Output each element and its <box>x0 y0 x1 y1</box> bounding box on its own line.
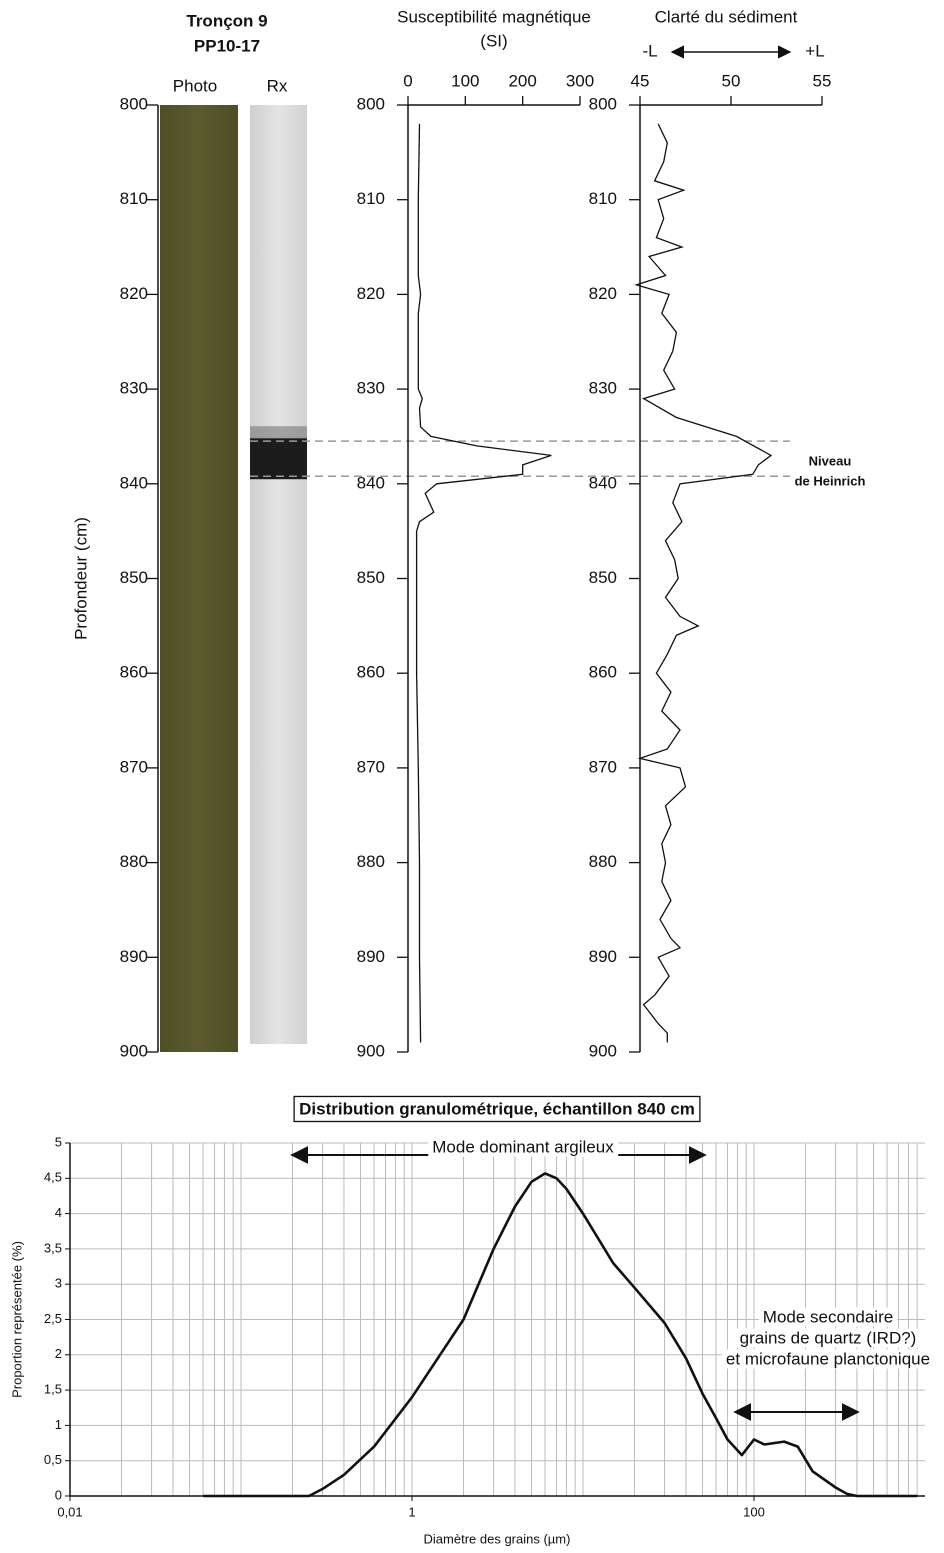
y-tick-label: 1 <box>55 1417 62 1432</box>
depth-tick-label: 860 <box>589 663 617 682</box>
depth-tick-label: 900 <box>357 1041 385 1060</box>
x-tick-label: 1 <box>408 1504 415 1519</box>
x-tick-label: 0,01 <box>57 1504 82 1519</box>
y-axis-label: Proportion représentée (%) <box>9 1241 24 1398</box>
annotation-bg <box>428 1137 619 1157</box>
depth-tick-label: 850 <box>589 568 617 587</box>
y-axis-label: Profondeur (cm) <box>71 517 90 640</box>
depth-tick-label: 800 <box>120 94 148 113</box>
y-tick-label: 4 <box>55 1205 62 1220</box>
depth-tick-label: 880 <box>357 852 385 871</box>
annotation-bg <box>735 1328 921 1348</box>
depth-tick-label: 800 <box>357 94 385 113</box>
annotation: Mode secondaire <box>763 1307 893 1326</box>
depth-tick-label: 870 <box>589 757 617 776</box>
xray-dark-band <box>250 438 307 480</box>
x-tick-label: 100 <box>743 1504 765 1519</box>
depth-tick-label: 810 <box>120 189 148 208</box>
annotation: Niveau <box>809 453 852 468</box>
x-tick-label: 200 <box>508 71 536 90</box>
depth-tick-label: 890 <box>120 947 148 966</box>
core-title: PP10-17 <box>194 36 260 55</box>
depth-tick-label: 850 <box>357 568 385 587</box>
data-line <box>634 123 773 1043</box>
x-tick-label: 300 <box>566 71 594 90</box>
depth-tick-label: 890 <box>589 947 617 966</box>
y-tick-label: 3 <box>55 1276 62 1291</box>
y-tick-label: 3,5 <box>44 1240 62 1255</box>
depth-tick-label: 840 <box>589 473 617 492</box>
x-tick-label: 55 <box>813 71 832 90</box>
core-xray <box>250 105 307 1044</box>
title-box <box>293 1095 701 1123</box>
depth-tick-label: 880 <box>120 852 148 871</box>
y-tick-label: 1,5 <box>44 1382 62 1397</box>
core-photo <box>160 105 238 1052</box>
depth-tick-label: 900 <box>589 1041 617 1060</box>
depth-tick-label: 800 <box>589 94 617 113</box>
x-tick-label: 50 <box>722 71 741 90</box>
y-tick-label: 2,5 <box>44 1311 62 1326</box>
annotation-bg <box>758 1307 898 1327</box>
y-tick-label: 4,5 <box>44 1170 62 1185</box>
depth-tick-label: 880 <box>589 852 617 871</box>
core-photo-tint <box>160 105 238 1052</box>
x-axis-label: Diamètre des grains (µm) <box>424 1531 571 1546</box>
x-tick-label: 0 <box>403 71 412 90</box>
y-tick-label: 0 <box>55 1487 62 1502</box>
depth-tick-label: 810 <box>589 189 617 208</box>
x-tick-label: 45 <box>631 71 650 90</box>
column-label: Photo <box>173 76 217 95</box>
annotation: et microfaune planctonique <box>726 1349 930 1368</box>
depth-tick-label: 840 <box>357 473 385 492</box>
axis-end-label: +L <box>805 41 824 60</box>
depth-tick-label: 830 <box>357 379 385 398</box>
depth-tick-label: 870 <box>357 757 385 776</box>
x-tick-label: 100 <box>451 71 479 90</box>
depth-tick-label: 820 <box>120 284 148 303</box>
depth-tick-label: 810 <box>357 189 385 208</box>
depth-tick-label: 820 <box>357 284 385 303</box>
distribution-curve <box>203 1172 918 1498</box>
depth-tick-label: 870 <box>120 757 148 776</box>
depth-tick-label: 900 <box>120 1041 148 1060</box>
depth-tick-label: 820 <box>589 284 617 303</box>
xray-shadow <box>250 426 307 439</box>
chart-title: Distribution granulométrique, échantillo… <box>299 1099 695 1118</box>
core-title: Tronçon 9 <box>186 11 267 30</box>
y-tick-label: 0,5 <box>44 1452 62 1467</box>
column-label: Rx <box>267 76 288 95</box>
y-tick-label: 2 <box>55 1346 62 1361</box>
annotation: grains de quartz (IRD?) <box>740 1328 917 1347</box>
panel-title: Clarté du sédiment <box>655 7 798 26</box>
data-line <box>415 123 552 1043</box>
depth-tick-label: 840 <box>120 473 148 492</box>
panel-title: Susceptibilité magnétique <box>397 7 591 26</box>
depth-tick-label: 830 <box>589 379 617 398</box>
depth-tick-label: 890 <box>357 947 385 966</box>
depth-tick-label: 830 <box>120 379 148 398</box>
panel-title: (SI) <box>480 31 507 50</box>
depth-tick-label: 860 <box>357 663 385 682</box>
annotation-bg <box>721 1349 935 1369</box>
axis-end-label: -L <box>642 41 657 60</box>
depth-tick-label: 850 <box>120 568 148 587</box>
annotation: de Heinrich <box>795 473 866 488</box>
depth-tick-label: 860 <box>120 663 148 682</box>
annotation: Mode dominant argileux <box>432 1137 614 1156</box>
y-tick-label: 5 <box>55 1134 62 1149</box>
